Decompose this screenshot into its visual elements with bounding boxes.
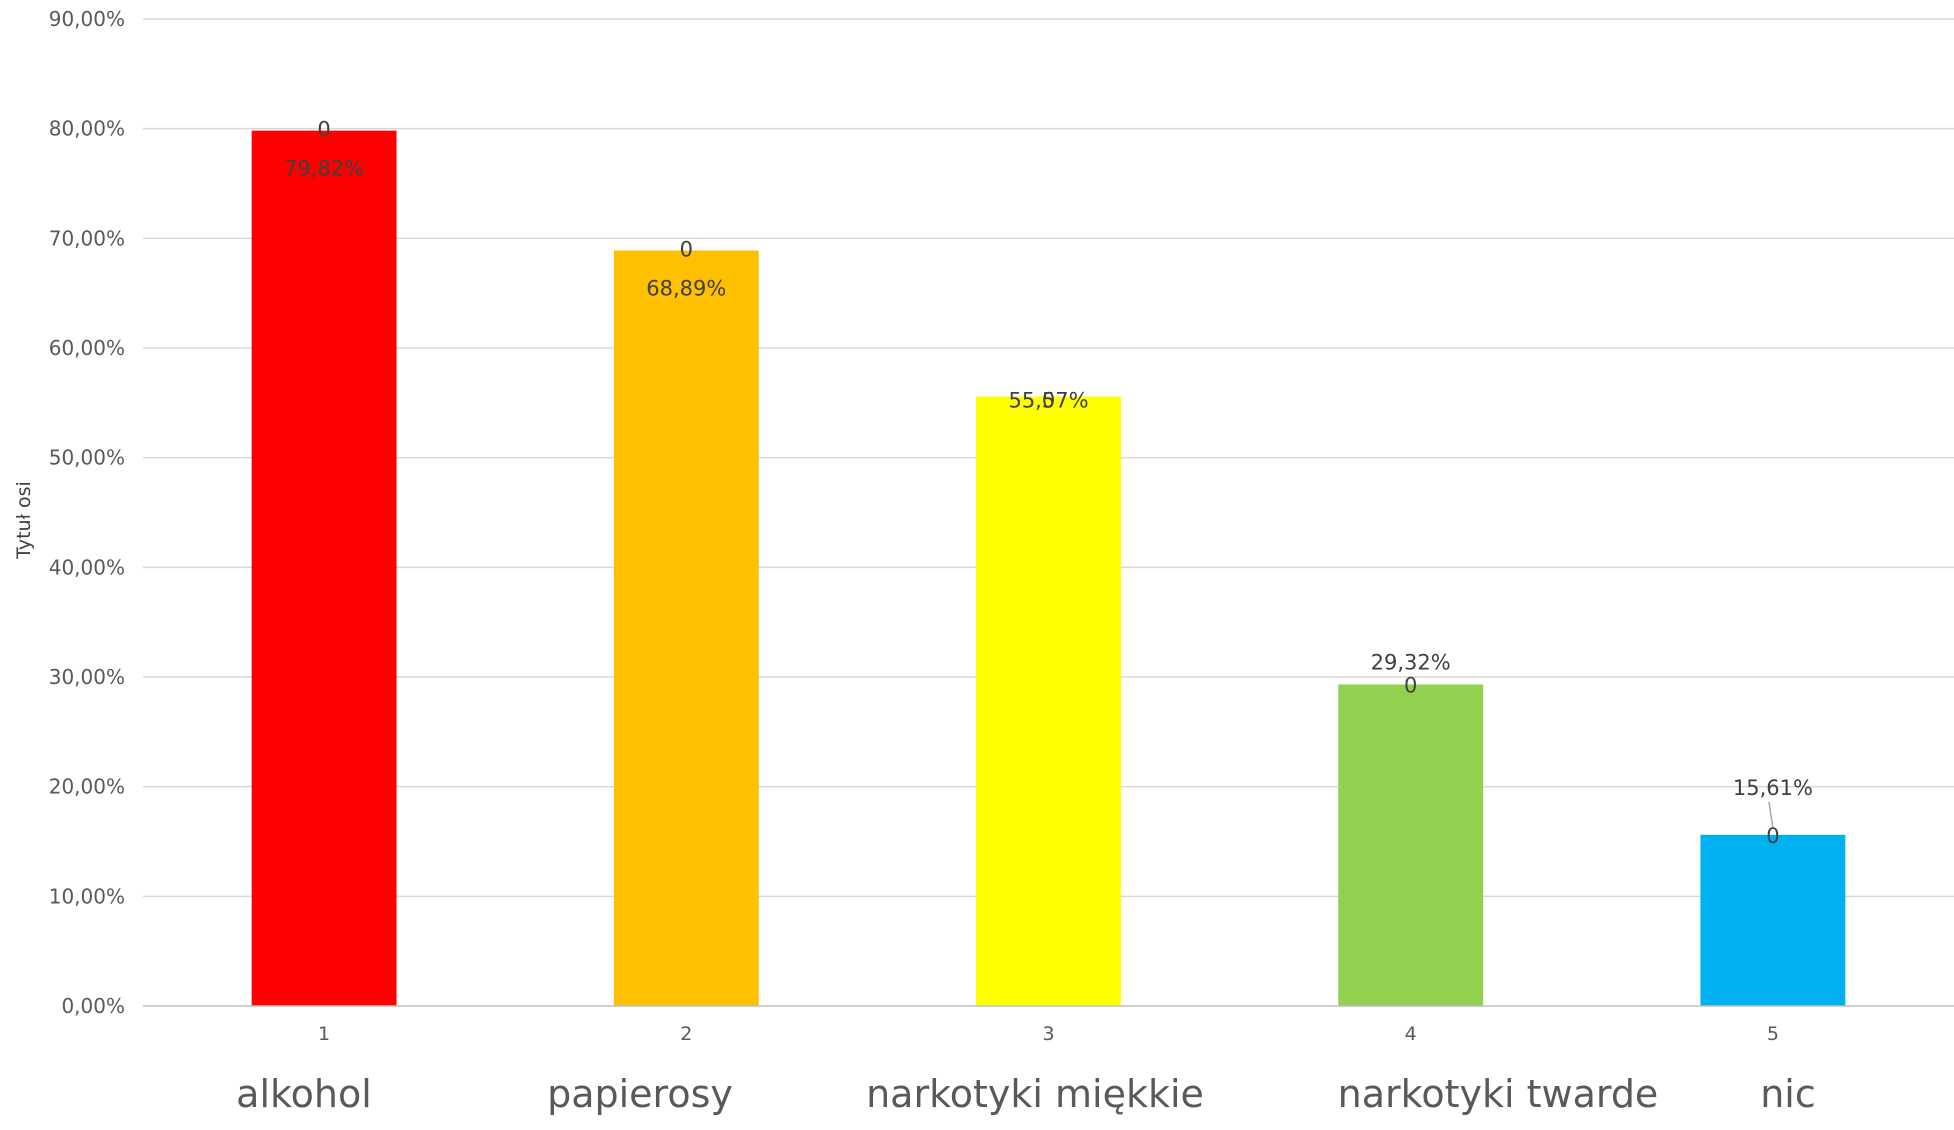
x-tick-label: 2 bbox=[680, 1023, 692, 1045]
y-tick-label: 20,00% bbox=[49, 775, 125, 799]
category-label: narkotyki twarde bbox=[1338, 1072, 1659, 1116]
y-tick-label: 90,00% bbox=[49, 7, 125, 31]
category-label: papierosy bbox=[547, 1072, 733, 1116]
secondary-label: 0 bbox=[1404, 673, 1417, 697]
x-tick-label: 3 bbox=[1042, 1023, 1054, 1045]
secondary-label: 0 bbox=[1042, 389, 1055, 413]
y-tick-label: 10,00% bbox=[49, 884, 125, 908]
category-label: alkohol bbox=[236, 1072, 372, 1116]
secondary-label: 0 bbox=[317, 118, 330, 142]
bar bbox=[1338, 684, 1484, 1006]
secondary-label: 0 bbox=[680, 238, 693, 262]
y-tick-label: 0,00% bbox=[61, 994, 125, 1018]
value-label: 29,32% bbox=[1371, 650, 1451, 674]
value-label: 79,82% bbox=[284, 157, 364, 181]
y-tick-label: 50,00% bbox=[49, 446, 125, 470]
bar bbox=[251, 130, 397, 1006]
x-tick-label: 1 bbox=[318, 1023, 330, 1045]
bars bbox=[251, 130, 1846, 1006]
x-tick-label: 5 bbox=[1767, 1023, 1779, 1045]
y-tick-label: 70,00% bbox=[49, 226, 125, 250]
y-tick-label: 40,00% bbox=[49, 555, 125, 579]
category-label: nic bbox=[1760, 1072, 1816, 1116]
value-label: 15,61% bbox=[1733, 776, 1813, 800]
y-axis-ticks: 0,00% 10,00% 20,00% 30,00% 40,00% 50,00% 60,00… bbox=[49, 7, 125, 1018]
bar bbox=[613, 250, 759, 1006]
secondary-label: 0 bbox=[1766, 824, 1779, 848]
x-axis: 1 alkohol 2 papierosy 3 narkotyki miękkie 4 nar… bbox=[143, 1005, 1954, 1116]
category-label: narkotyki miękkie bbox=[866, 1072, 1204, 1116]
bar bbox=[1700, 834, 1846, 1006]
data-labels: 79,82%068,89%055,57%029,32%015,61%0 bbox=[284, 118, 1813, 848]
leader-line bbox=[1768, 801, 1774, 828]
x-tick-label: 4 bbox=[1405, 1023, 1417, 1045]
y-tick-label: 30,00% bbox=[49, 665, 125, 689]
value-label: 68,89% bbox=[646, 277, 726, 301]
bar bbox=[976, 396, 1121, 1006]
y-axis-title: Tytuł osi bbox=[13, 481, 35, 560]
y-tick-label: 80,00% bbox=[49, 117, 125, 141]
y-tick-label: 60,00% bbox=[49, 336, 125, 360]
value-label: 55,57% bbox=[1008, 389, 1088, 413]
